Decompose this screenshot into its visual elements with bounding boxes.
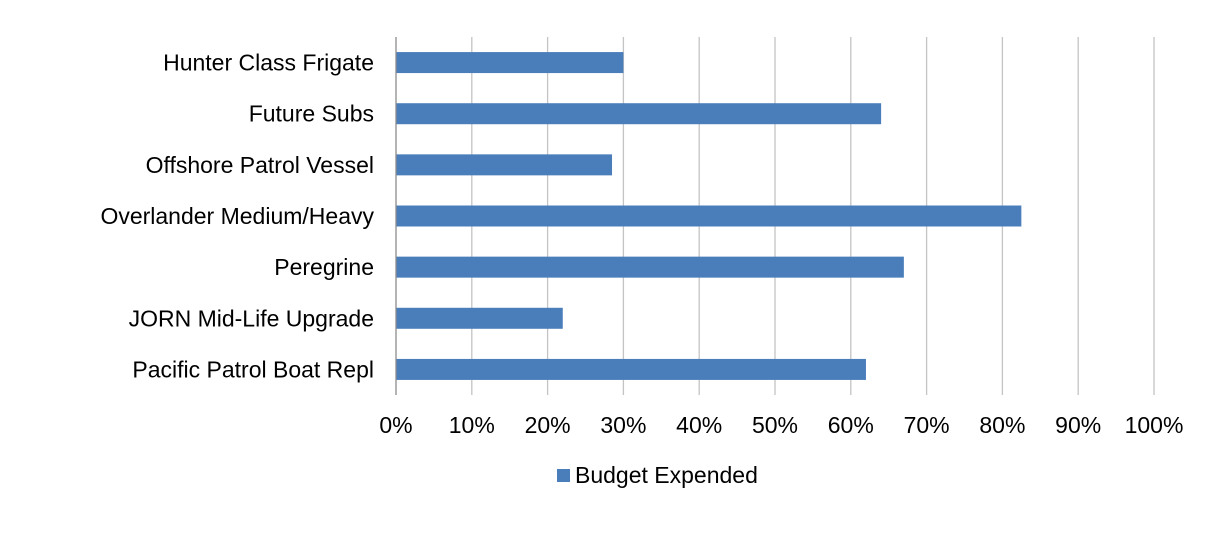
x-tick-label: 30%	[600, 412, 646, 438]
x-tick-label: 90%	[1055, 412, 1101, 438]
category-label: Hunter Class Frigate	[163, 50, 374, 76]
category-label: Offshore Patrol Vessel	[146, 152, 374, 178]
x-tick-label: 80%	[979, 412, 1025, 438]
x-tick-label: 50%	[752, 412, 798, 438]
x-tick-label: 40%	[676, 412, 722, 438]
x-tick-label: 20%	[525, 412, 571, 438]
bar	[396, 256, 904, 278]
x-tick-labels: 0% 10% 20% 30% 40% 50% 60% 70% 80% 90% 100%	[379, 412, 1183, 438]
bar	[396, 205, 1022, 227]
bar	[396, 154, 613, 176]
bar	[396, 307, 563, 329]
category-label: Overlander Medium/Heavy	[100, 203, 374, 229]
legend: Budget Expended	[557, 462, 758, 488]
category-label: JORN Mid-Life Upgrade	[129, 305, 374, 331]
x-tick-label: 0%	[379, 412, 412, 438]
category-label: Pacific Patrol Boat Repl	[132, 356, 374, 382]
category-label: Peregrine	[274, 254, 374, 280]
bar	[396, 103, 882, 125]
category-label: Future Subs	[249, 101, 374, 127]
bars	[396, 52, 1022, 380]
x-tick-label: 60%	[828, 412, 874, 438]
x-tick-label: 100%	[1125, 412, 1184, 438]
x-tick-label: 10%	[449, 412, 495, 438]
legend-label: Budget Expended	[575, 462, 758, 488]
x-tick-label: 70%	[904, 412, 950, 438]
category-labels: Hunter Class Frigate Future Subs Offshore …	[100, 50, 374, 383]
bar	[396, 52, 624, 74]
legend-swatch	[557, 469, 570, 482]
bar	[396, 358, 866, 380]
